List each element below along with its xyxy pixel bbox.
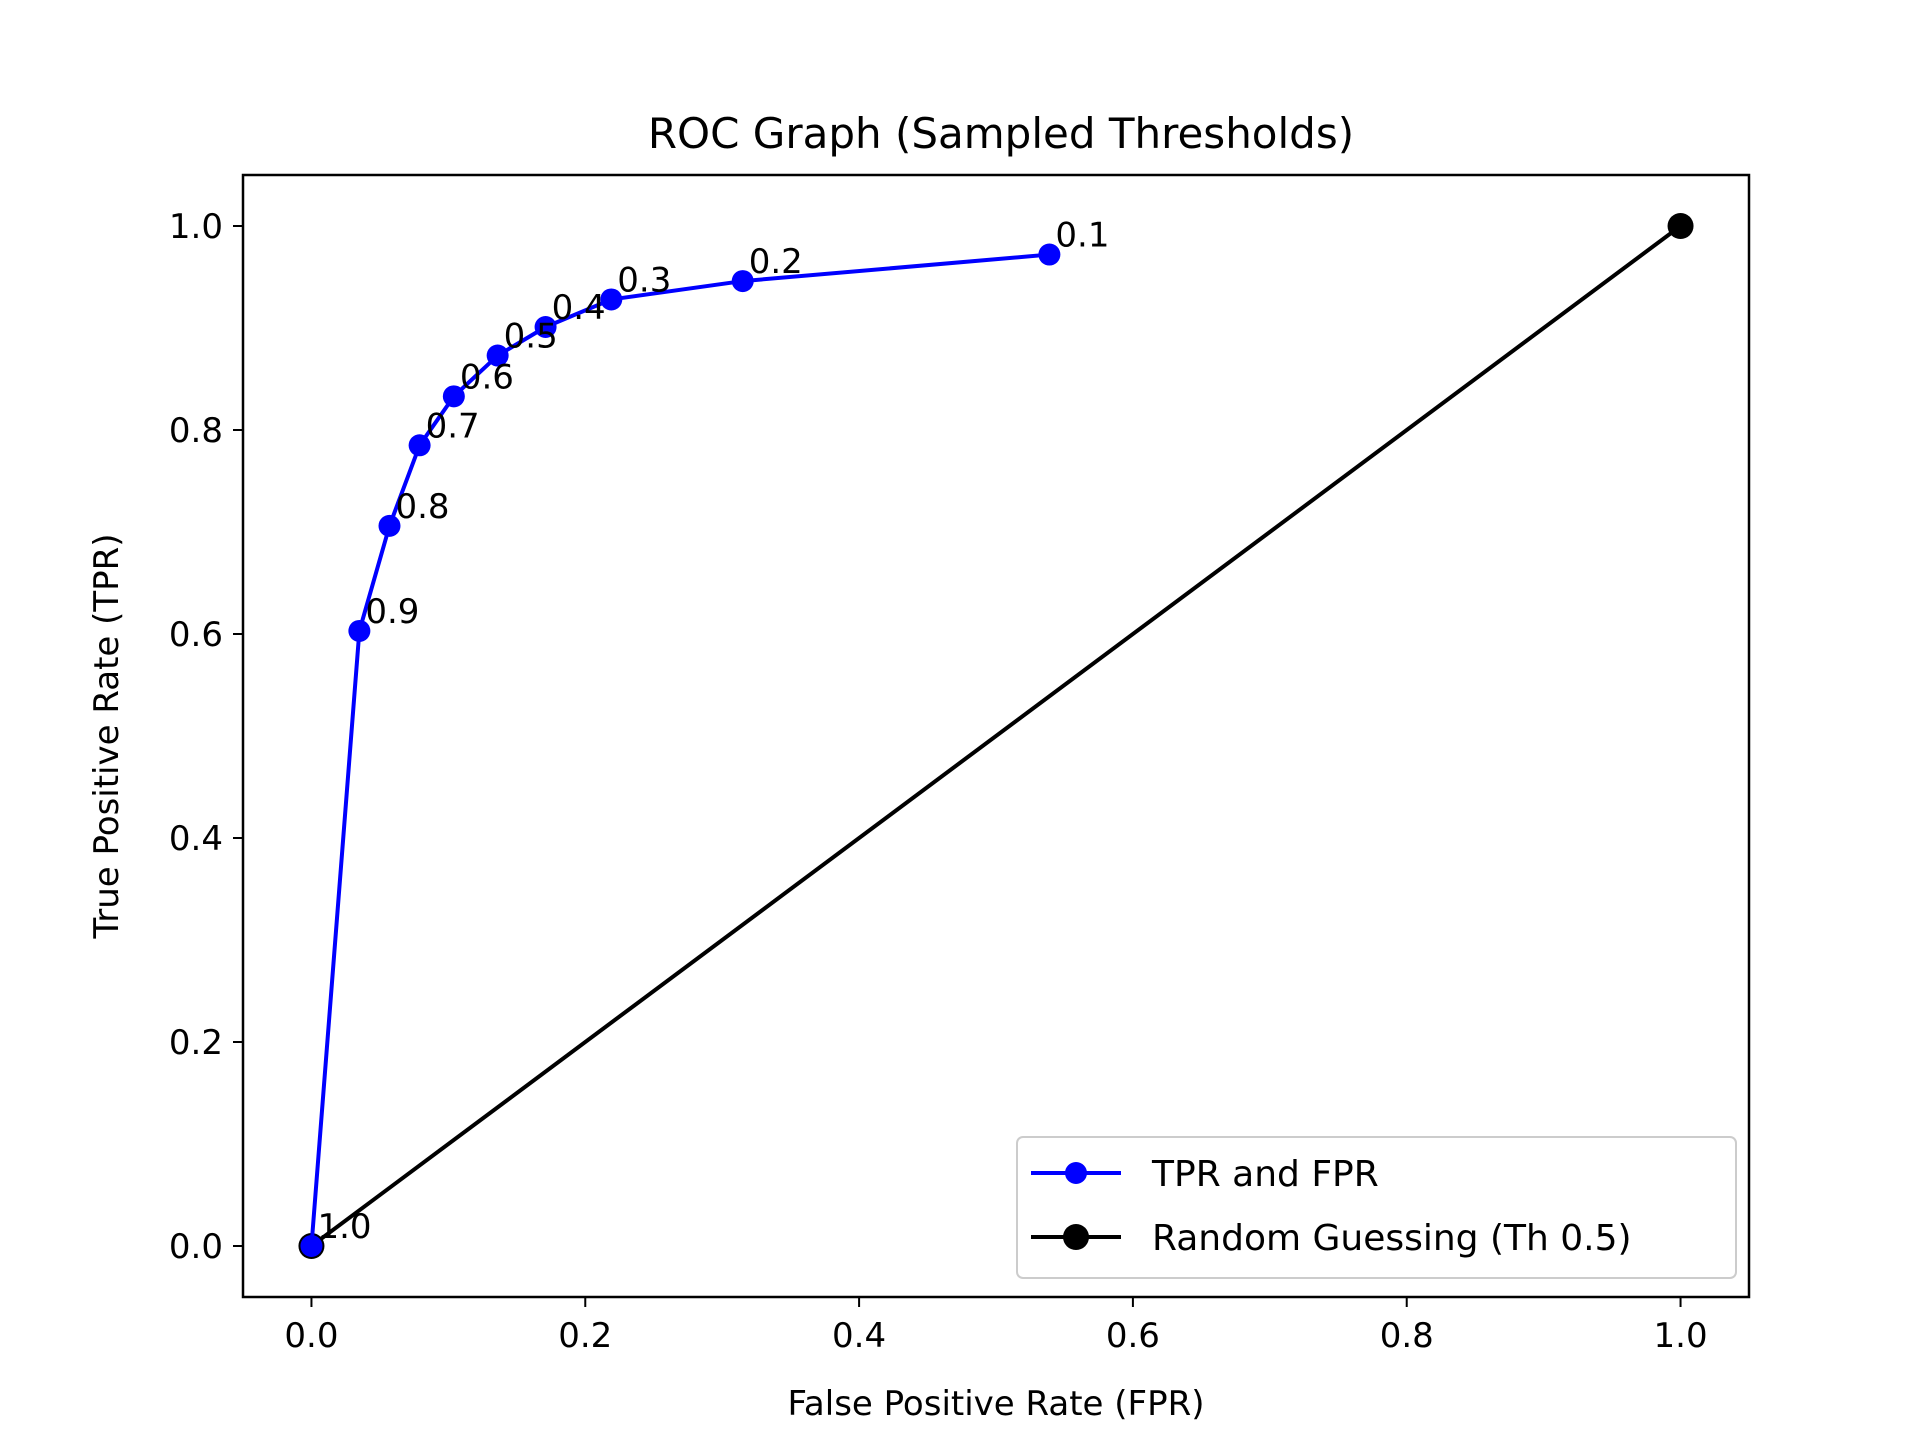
plot-frame bbox=[241, 173, 1751, 1299]
data-point bbox=[300, 1235, 323, 1257]
y-tick-label: 0.0 bbox=[169, 1227, 223, 1267]
series-line bbox=[310, 224, 1682, 1248]
threshold-label: 0.8 bbox=[395, 487, 449, 527]
y-tick-label: 0.8 bbox=[169, 411, 223, 451]
x-tick-label: 0.2 bbox=[558, 1316, 612, 1356]
legend-label: Random Guessing (Th 0.5) bbox=[1152, 1218, 1632, 1259]
y-axis: 0.0 0.2 0.4 0.6 0.8 1.0 bbox=[169, 207, 243, 1267]
chart-title: ROC Graph (Sampled Thresholds) bbox=[648, 109, 1354, 158]
x-tick-label: 0.4 bbox=[832, 1316, 886, 1356]
y-tick-label: 1.0 bbox=[169, 207, 223, 247]
data-point bbox=[378, 514, 401, 537]
x-tick-label: 1.0 bbox=[1654, 1316, 1708, 1356]
plot-area: 1.0 0.9 0.8 0.7 0.60.50.4 0.3 0.2 0.1 bbox=[298, 213, 1694, 1259]
x-tick-label: 0.8 bbox=[1380, 1316, 1434, 1356]
threshold-label: 0.7 bbox=[426, 406, 480, 446]
threshold-label: 0.6 bbox=[460, 357, 514, 397]
data-point bbox=[408, 434, 431, 457]
legend-box bbox=[1016, 1136, 1737, 1279]
threshold-label: 0.3 bbox=[617, 260, 671, 300]
x-tick-label: 0.6 bbox=[1106, 1316, 1160, 1356]
x-axis-label: False Positive Rate (FPR) bbox=[787, 1384, 1204, 1424]
data-point bbox=[600, 288, 623, 311]
legend: TPR and FPR Random Guessing (Th 0.5) bbox=[1016, 1136, 1737, 1279]
threshold-label: 0.2 bbox=[749, 242, 803, 282]
data-point bbox=[442, 385, 465, 408]
series-line bbox=[309, 252, 1050, 1247]
data-point bbox=[534, 315, 557, 338]
data-point bbox=[731, 270, 754, 293]
data-point bbox=[1038, 243, 1061, 266]
x-axis: 0.0 0.2 0.4 0.6 0.8 1.0 bbox=[284, 1297, 1708, 1356]
threshold-label: 0.1 bbox=[1055, 216, 1109, 256]
y-axis-label: True Positive Rate (TPR) bbox=[87, 533, 127, 939]
threshold-label: 0.9 bbox=[365, 592, 419, 632]
y-tick-label: 0.4 bbox=[169, 819, 223, 859]
legend-marker bbox=[1065, 1162, 1087, 1184]
threshold-label: 0.5 bbox=[504, 317, 558, 357]
threshold-label: 0.4 bbox=[552, 288, 606, 328]
data-point bbox=[348, 619, 371, 642]
data-point bbox=[1667, 213, 1694, 239]
data-point bbox=[486, 344, 509, 367]
legend-marker bbox=[1063, 1224, 1089, 1250]
x-tick-label: 0.0 bbox=[284, 1316, 338, 1356]
threshold-label: 1.0 bbox=[317, 1207, 371, 1247]
y-tick-label: 0.2 bbox=[169, 1023, 223, 1063]
legend-label: TPR and FPR bbox=[1151, 1154, 1379, 1195]
y-tick-label: 0.6 bbox=[169, 615, 223, 655]
